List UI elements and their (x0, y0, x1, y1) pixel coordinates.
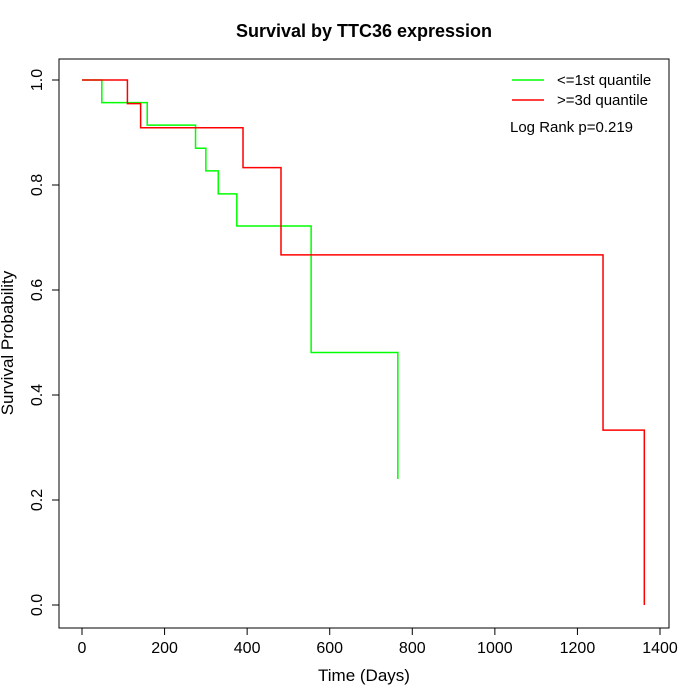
legend: <=1st quantile >=3d quantile (512, 72, 651, 109)
y-tick-label: 0.6 (29, 279, 46, 301)
y-tick-label: 0.4 (29, 384, 46, 406)
x-tick-label: 1400 (642, 640, 678, 657)
x-tick-label: 0 (78, 640, 87, 657)
x-axis-label: Time (Days) (318, 666, 410, 685)
y-tick-label: 1.0 (29, 69, 46, 91)
x-tick-label: 400 (234, 640, 261, 657)
y-axis: 0.0 0.2 0.4 0.6 0.8 1.0 (29, 69, 60, 616)
x-tick-label: 800 (399, 640, 426, 657)
x-tick-label: 600 (316, 640, 343, 657)
series-layer (82, 79, 646, 605)
y-tick-label: 0.2 (29, 489, 46, 511)
y-axis-label: Survival Probability (0, 270, 17, 415)
x-tick-label: 1000 (477, 640, 513, 657)
x-tick-label: 1200 (560, 640, 596, 657)
series-line-2 (82, 79, 646, 605)
log-rank-annotation: Log Rank p=0.219 (510, 119, 633, 136)
legend-label-1: <=1st quantile (557, 72, 651, 89)
y-tick-label: 0.8 (29, 174, 46, 196)
y-tick-label: 0.0 (29, 594, 46, 616)
x-axis: 0 200 400 600 800 1000 1200 1400 (78, 627, 678, 657)
x-tick-label: 200 (151, 640, 178, 657)
chart-title: Survival by TTC36 expression (236, 21, 492, 41)
series-line-1 (82, 79, 399, 479)
legend-label-2: >=3d quantile (557, 92, 648, 109)
